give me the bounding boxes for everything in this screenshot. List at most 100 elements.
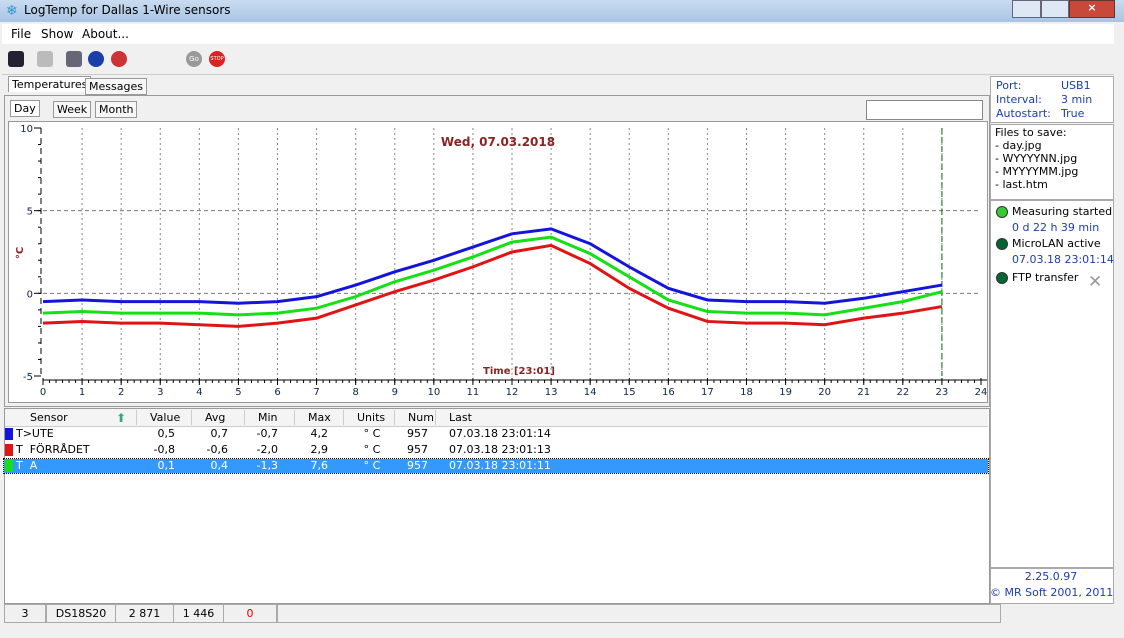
x-tick-label: 3 xyxy=(157,387,163,398)
x-tick-label: 5 xyxy=(235,387,241,398)
data-line xyxy=(42,227,943,305)
x-tick-label: 7 xyxy=(313,387,319,398)
status-text: FTP transfer xyxy=(1012,271,1079,284)
toolbar xyxy=(2,46,1114,75)
file-name: - MYYYYMM.jpg xyxy=(995,165,1079,178)
cell: 4,2 xyxy=(310,427,329,440)
file-name: - last.htm xyxy=(995,178,1048,191)
y-tick-label: 10 xyxy=(20,124,33,135)
menu-item[interactable]: Show xyxy=(41,27,74,41)
data-line xyxy=(42,243,943,328)
cell: 0,1 xyxy=(157,459,176,472)
y-tick-label: 0 xyxy=(27,289,33,300)
app-icon: ❄ xyxy=(6,3,18,19)
tab[interactable]: Messages xyxy=(85,78,147,95)
x-tick-label: 12 xyxy=(506,387,519,398)
column-header: Avg xyxy=(205,411,226,424)
cell: -0,8 xyxy=(153,443,175,456)
y-tick-label: 5 xyxy=(27,207,33,218)
close-button[interactable]: × xyxy=(1069,0,1115,18)
cell: ° C xyxy=(363,459,381,472)
sensor-name: T A xyxy=(16,459,38,472)
cell: 957 xyxy=(407,427,428,440)
x-tick-label: 11 xyxy=(467,387,480,398)
menu-item[interactable]: About... xyxy=(82,27,129,41)
version-box xyxy=(990,568,1114,604)
subtab[interactable]: Week xyxy=(53,101,92,118)
y-tick-label: -5 xyxy=(23,372,33,383)
x-tick-label: 20 xyxy=(818,387,831,398)
cell: -0,6 xyxy=(206,443,228,456)
setting-label: Interval: xyxy=(996,93,1042,106)
subtab[interactable]: Month xyxy=(95,101,138,118)
subtab-active[interactable]: Day xyxy=(10,100,40,117)
minimize-button[interactable] xyxy=(1012,0,1041,18)
column-header: Last xyxy=(449,411,472,424)
sensor-name: T FÖRRÅDET xyxy=(16,443,90,456)
delete-icon[interactable] xyxy=(37,51,53,67)
settings-box xyxy=(990,76,1114,123)
combo-box[interactable] xyxy=(866,100,983,120)
status-dot xyxy=(996,206,1008,218)
column-header: Max xyxy=(308,411,331,424)
cell: ° C xyxy=(363,443,381,456)
status-cell: 2 871 xyxy=(115,604,174,623)
column-divider xyxy=(191,410,192,425)
settings-icon[interactable] xyxy=(66,51,82,67)
version: 2.25.0.97 xyxy=(1024,570,1078,583)
x-tick-label: 2 xyxy=(118,387,124,398)
cell: -2,0 xyxy=(256,443,278,456)
save-icon[interactable] xyxy=(8,51,24,67)
x-tick-label: 13 xyxy=(545,387,558,398)
sensor-color xyxy=(5,428,13,440)
data-line xyxy=(42,235,943,317)
column-divider xyxy=(343,410,344,425)
status-text: 0 d 22 h 39 min xyxy=(1012,221,1100,234)
cancel-icon[interactable]: ✕ xyxy=(1088,272,1103,292)
tab-active[interactable]: Temperatures xyxy=(8,76,92,92)
cell: 957 xyxy=(407,459,428,472)
setting-label: Autostart: xyxy=(996,107,1051,120)
status-box xyxy=(990,200,1114,568)
info-icon[interactable] xyxy=(88,51,104,67)
x-tick-label: 8 xyxy=(352,387,358,398)
files-title: Files to save: xyxy=(995,126,1067,139)
column-header: Value xyxy=(150,411,181,424)
copyright: © MR Soft 2001, 2011 xyxy=(990,586,1114,599)
column-divider xyxy=(244,410,245,425)
x-tick-label: 24 xyxy=(975,387,988,398)
cell: -0,7 xyxy=(256,427,278,440)
sensor-name: T>UTE xyxy=(16,427,54,440)
x-tick-label: 4 xyxy=(196,387,202,398)
cell: 2,9 xyxy=(310,443,329,456)
cell: 07.03.18 23:01:11 xyxy=(449,459,551,472)
sensor-color xyxy=(5,444,13,456)
column-header: Sensor xyxy=(30,411,68,424)
x-tick-label: 15 xyxy=(623,387,636,398)
sensor-table xyxy=(4,408,990,604)
maximize-button[interactable] xyxy=(1041,0,1069,18)
menu-bar: File Show About... xyxy=(2,24,1114,44)
status-text: MicroLAN active xyxy=(1012,237,1101,250)
setting-value: True xyxy=(1061,107,1085,120)
alarm-icon[interactable] xyxy=(111,51,127,67)
cell: 0,7 xyxy=(210,427,229,440)
go-button[interactable]: Go xyxy=(186,51,202,67)
selected-row xyxy=(3,458,989,474)
status-dot xyxy=(996,272,1008,284)
status-text: Measuring started xyxy=(1012,205,1113,218)
status-cell xyxy=(277,604,1001,623)
window-title: LogTemp for Dallas 1-Wire sensors xyxy=(24,3,231,17)
sort-icon[interactable]: ⬆ xyxy=(116,411,127,425)
column-divider xyxy=(294,410,295,425)
x-tick-label: 18 xyxy=(740,387,753,398)
file-name: - WYYYYNN.jpg xyxy=(995,152,1078,165)
cell: 07.03.18 23:01:13 xyxy=(449,443,551,456)
status-cell: 1 446 xyxy=(173,604,224,623)
stop-button[interactable]: STOP xyxy=(209,51,225,67)
cell: 07.03.18 23:01:14 xyxy=(449,427,551,440)
menu-item[interactable]: File xyxy=(11,27,32,41)
file-name: - day.jpg xyxy=(995,139,1042,152)
status-text: 07.03.18 23:01:14 xyxy=(1012,253,1114,266)
